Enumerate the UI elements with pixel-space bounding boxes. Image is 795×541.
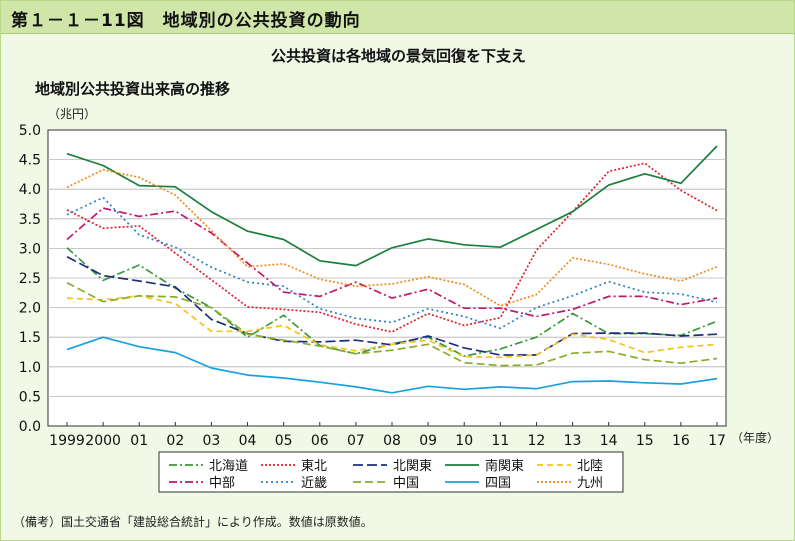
y-tick-label: 5.0 xyxy=(19,123,41,139)
legend-label: 近畿 xyxy=(301,476,327,491)
x-tick-label: 2000 xyxy=(85,433,121,449)
x-tick-label: 11 xyxy=(491,433,509,449)
y-tick-label: 1.5 xyxy=(19,330,41,346)
x-axis-ticks: 1999 2000 01 02 03 04 05 06 07 08 09 10 11 12 13 14 15 16… xyxy=(49,422,726,449)
legend-label: 九州 xyxy=(577,476,603,491)
y-tick-label: 2.0 xyxy=(19,301,41,317)
x-tick-label: 03 xyxy=(203,433,221,449)
series-line-0 xyxy=(66,247,718,357)
x-tick-label: 1999 xyxy=(49,433,85,449)
legend-label: 東北 xyxy=(301,458,327,474)
series-lines xyxy=(66,145,718,394)
y-axis-ticks: 0.0 0.5 1.0 1.5 2.0 2.5 3.0 3.5 4.0 4.5 5.0 xyxy=(19,123,41,435)
x-tick-label: 07 xyxy=(347,433,365,449)
y-tick-label: 4.0 xyxy=(19,182,41,198)
series-line-4 xyxy=(66,294,718,359)
chart-title: 地域別公共投資出来高の推移 xyxy=(35,80,231,98)
y-axis-unit-label: （兆円） xyxy=(48,107,96,121)
y-tick-label: 0.0 xyxy=(19,419,41,435)
x-tick-label: 05 xyxy=(275,433,293,449)
legend-label: 北陸 xyxy=(577,458,603,474)
legend-box xyxy=(158,451,624,493)
y-tick-label: 1.0 xyxy=(19,360,41,376)
legend-label: 北海道 xyxy=(209,459,248,474)
x-tick-label: 15 xyxy=(636,433,654,449)
x-tick-label: 04 xyxy=(239,433,257,449)
y-tick-label: 4.5 xyxy=(19,153,41,169)
series-line-2 xyxy=(66,255,718,356)
legend-label: 四国 xyxy=(485,476,511,491)
x-tick-label: 08 xyxy=(383,433,401,449)
y-tick-label: 0.5 xyxy=(19,389,41,405)
x-tick-label: 12 xyxy=(528,433,546,449)
legend-label: 中国 xyxy=(393,476,419,491)
legend-label: 北関東 xyxy=(393,458,432,474)
y-tick-label: 2.5 xyxy=(19,271,41,287)
line-chart: 0.0 0.5 1.0 1.5 2.0 2.5 3.0 3.5 4.0 4.5 5.0 1999 20… xyxy=(19,107,779,493)
series-line-5 xyxy=(66,207,718,318)
y-tick-label: 3.5 xyxy=(19,212,41,228)
x-tick-label: 09 xyxy=(419,433,437,449)
figure-subtitle: 公共投資は各地域の景気回復を下支え xyxy=(270,47,526,65)
y-tick-label: 3.0 xyxy=(19,241,41,257)
series-line-8 xyxy=(66,336,718,394)
x-tick-label: 02 xyxy=(166,433,184,449)
series-line-6 xyxy=(66,196,718,330)
x-tick-label: 10 xyxy=(455,433,473,449)
source-note: （備考）国土交通省「建設総合統計」により作成。数値は原数値。 xyxy=(13,515,373,529)
series-line-3 xyxy=(66,145,718,267)
x-tick-label: 16 xyxy=(672,433,690,449)
series-line-9 xyxy=(66,168,718,307)
legend-label: 南関東 xyxy=(485,458,524,474)
legend-label: 中部 xyxy=(209,476,235,491)
title-bar: 第１－１－11図 地域別の公共投資の動向 xyxy=(1,1,794,34)
x-tick-label: 01 xyxy=(130,433,148,449)
x-tick-label: 17 xyxy=(708,433,726,449)
figure-title: 第１－１－11図 地域別の公共投資の動向 xyxy=(11,11,361,31)
x-axis-unit-label: （年度） xyxy=(731,430,779,445)
x-tick-label: 13 xyxy=(564,433,582,449)
x-tick-label: 14 xyxy=(600,433,618,449)
series-line-1 xyxy=(66,162,718,333)
series-line-7 xyxy=(66,281,718,367)
x-tick-label: 06 xyxy=(311,433,329,449)
